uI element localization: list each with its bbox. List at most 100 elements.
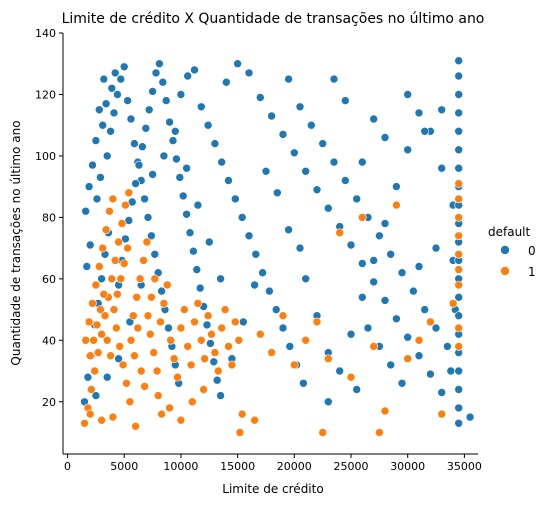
x-tick-label: 15000 [220, 460, 255, 473]
scatter-point [437, 388, 447, 397]
scatter-point [119, 259, 129, 268]
scatter-point [173, 372, 182, 382]
scatter-point [301, 274, 311, 284]
scatter-point [234, 335, 244, 345]
scatter-point [352, 194, 362, 204]
scatter-point [214, 366, 223, 376]
scatter-point [110, 68, 120, 78]
x-tick-label: 30000 [390, 460, 425, 473]
scatter-point [267, 111, 276, 121]
scatter-point [357, 259, 367, 268]
scatter-point [340, 176, 350, 185]
scatter-point [212, 375, 222, 385]
scatter-point [156, 317, 165, 327]
legend-label-0: 0 [528, 244, 536, 258]
scatter-point [99, 289, 109, 299]
scatter-point [397, 268, 407, 278]
scatter-point [258, 268, 267, 278]
scatter-point [271, 305, 281, 314]
scatter-point [130, 351, 139, 361]
scatter-point [150, 250, 160, 259]
scatter-point [437, 105, 447, 115]
scatter-point [244, 231, 254, 241]
scatter-point [454, 163, 464, 173]
scatter-point [465, 412, 475, 422]
scatter-point [265, 286, 274, 296]
scatter-point [105, 206, 114, 216]
scatter-point [312, 185, 322, 194]
scatter-point [135, 274, 145, 284]
scatter-point [131, 179, 140, 188]
x-ticks: 0 5000 10000 15000 20000 25000 30000 35000 [64, 454, 482, 473]
scatter-point [153, 391, 163, 400]
scatter-point [380, 296, 390, 305]
scatter-point [235, 428, 245, 437]
legend: default 01 [488, 225, 536, 279]
scatter-point [115, 342, 124, 351]
scatter-point [97, 329, 106, 339]
scatter-point [222, 77, 231, 87]
scatter-point [454, 231, 464, 241]
scatter-point [454, 342, 464, 351]
scatter-point [107, 274, 117, 284]
scatter-point [448, 299, 458, 308]
scatter-point [318, 428, 328, 437]
scatter-point [409, 286, 418, 296]
scatter-point [176, 323, 186, 333]
scatter-point [318, 139, 328, 148]
y-tick-label: 80 [42, 211, 56, 224]
x-axis-label: Limite de crédito [222, 482, 323, 496]
scatter-point [84, 182, 94, 191]
scatter-point [386, 250, 396, 259]
scatter-point [132, 292, 141, 302]
scatter-point [159, 151, 169, 161]
scatter-point [122, 378, 131, 388]
scatter-point [89, 335, 98, 345]
scatter-point [106, 127, 115, 136]
scatter-point [335, 228, 345, 237]
scatter-point [126, 335, 136, 345]
scatter-point [100, 311, 110, 321]
scatter-point [454, 403, 464, 413]
scatter-point [437, 409, 447, 419]
scatter-point [102, 151, 112, 161]
scatter-point [299, 378, 308, 388]
scatter-point [206, 339, 215, 348]
scatter-point [136, 366, 146, 376]
scatter-point [454, 179, 464, 188]
scatter-point [119, 62, 129, 72]
scatter-point [323, 397, 333, 407]
scatter-point [217, 157, 226, 167]
scatter-point [116, 74, 126, 84]
scatter-point [147, 231, 156, 241]
scatter-point [88, 299, 97, 308]
scatter-point [443, 342, 452, 351]
scatter-point [278, 311, 288, 321]
scatter-point [312, 317, 322, 327]
scatter-point [98, 243, 107, 253]
scatter-point [431, 243, 441, 253]
scatter-point [203, 311, 213, 321]
scatter-point [176, 90, 186, 99]
scatter-point [81, 335, 90, 345]
scatter-point [90, 366, 99, 376]
scatter-point [454, 280, 464, 290]
x-tick-label: 20000 [277, 460, 312, 473]
scatter-point [148, 87, 157, 96]
scatter-point [101, 225, 111, 234]
scatter-point [357, 213, 367, 222]
scatter-point [169, 354, 179, 364]
scatter-point [233, 59, 242, 69]
scatter-point [190, 65, 199, 75]
scatter-point [454, 127, 464, 136]
scatter-point [114, 237, 123, 247]
scatter-point [126, 114, 136, 124]
scatter-point [392, 314, 401, 324]
scatter-point [117, 219, 127, 228]
x-tick-label: 35000 [447, 460, 482, 473]
scatter-point [255, 329, 265, 339]
axes-layer [62, 33, 478, 455]
scatter-point [357, 292, 367, 302]
